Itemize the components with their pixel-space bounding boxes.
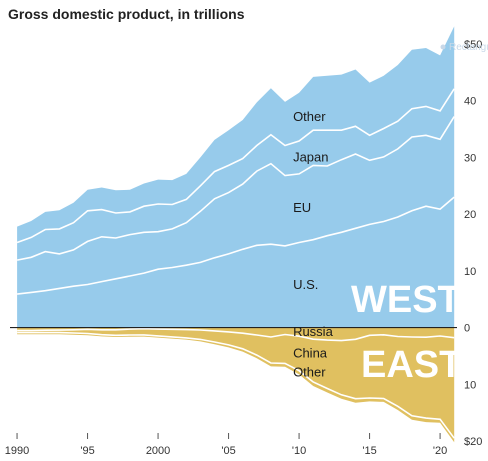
east-area: [17, 327, 455, 443]
east-russia-boundary: [17, 327, 455, 342]
y-tick-label: 40: [464, 96, 476, 108]
west-us-boundary: [17, 196, 455, 295]
y-tick-label: 30: [464, 152, 476, 164]
west-eu-boundary: [16, 116, 455, 261]
axes-layer: $50 40 30 20 10 0 10 $20 1990 '95 2000 '05 '10 '15 '20: [5, 39, 483, 457]
west-label-other: Other: [293, 109, 326, 124]
east-china-boundary: [17, 331, 455, 439]
west-area: [17, 26, 455, 328]
y-tick-label: 0: [464, 323, 470, 335]
east-label-other: Other: [293, 365, 326, 380]
legend: Rectangu: [440, 42, 488, 53]
chart-title: Gross domestic product, in trillions: [8, 6, 245, 22]
x-tick-label: 1990: [5, 445, 29, 457]
y-tick-label: 10: [464, 266, 476, 278]
areas-layer: [17, 26, 455, 443]
x-tick-label: '05: [221, 445, 235, 457]
x-tick-label: '10: [292, 445, 306, 457]
y-tick-label: $20: [464, 436, 482, 448]
x-tick-label: '20: [433, 445, 447, 457]
west-label-eu: EU: [293, 200, 311, 215]
y-tick-label: 10: [464, 379, 476, 391]
east-label: EAST: [361, 344, 462, 386]
west-label-us: U.S.: [293, 277, 318, 292]
y-tick-label: 20: [464, 209, 476, 221]
west-label-japan: Japan: [293, 149, 328, 164]
dividers-layer: [16, 88, 455, 439]
y-tick-label: $50: [464, 39, 482, 51]
east-label-china: China: [293, 345, 328, 360]
east-label-russia: Russia: [293, 324, 334, 339]
x-tick-label: '95: [80, 445, 94, 457]
west-japan-boundary: [16, 88, 455, 244]
x-tick-label: '15: [362, 445, 376, 457]
labels-layer: U.S. EU Japan Other Russia China Other: [293, 109, 334, 380]
west-label: WEST: [351, 279, 461, 321]
legend-dot-icon: [440, 44, 446, 50]
x-tick-label: 2000: [146, 445, 170, 457]
legend-text: Rectangu: [449, 42, 488, 53]
